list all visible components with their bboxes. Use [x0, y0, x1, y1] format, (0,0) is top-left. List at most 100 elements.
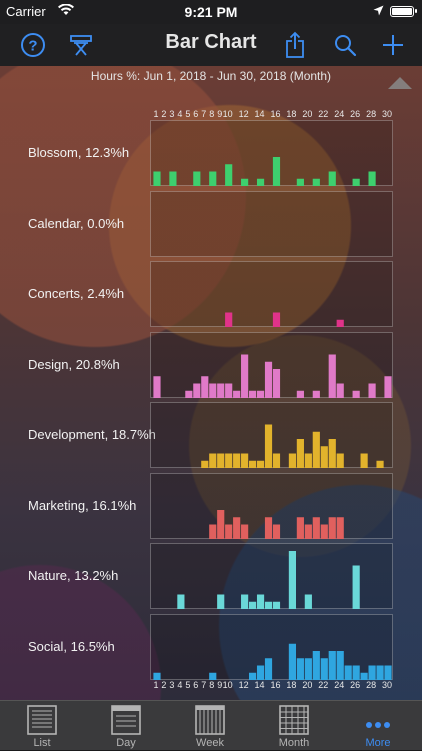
x-tick-label: 4	[177, 680, 183, 690]
bar	[312, 650, 320, 680]
bar	[241, 594, 249, 609]
tab-more[interactable]: More	[336, 701, 420, 751]
search-button[interactable]	[330, 30, 360, 60]
x-tick-label: 24	[334, 680, 345, 690]
series-bars	[151, 192, 394, 258]
x-tick-label: 3	[169, 109, 175, 119]
x-tick-label: 24	[334, 109, 345, 119]
x-tick-label: 1	[153, 680, 159, 690]
series-panel[interactable]	[150, 472, 393, 539]
more-dots-icon	[366, 722, 390, 728]
bar	[352, 390, 360, 398]
x-tick-label: 18	[286, 680, 297, 690]
bar	[296, 657, 304, 680]
month-calendar-icon	[279, 705, 309, 735]
clock: 9:21 PM	[184, 4, 238, 20]
week-calendar-icon	[195, 705, 225, 735]
bar	[376, 665, 384, 680]
bar	[249, 390, 257, 398]
bar	[312, 516, 320, 539]
location-arrow-icon	[373, 5, 384, 16]
bar	[264, 516, 273, 539]
series-panel[interactable]	[150, 120, 393, 186]
bar	[368, 383, 376, 398]
bar	[360, 453, 368, 468]
bar	[153, 375, 161, 398]
series-panel[interactable]	[150, 190, 394, 258]
bar	[272, 368, 281, 398]
bar	[264, 424, 273, 468]
bar	[272, 601, 281, 609]
x-tick-label: 1	[153, 109, 159, 119]
page-title: Bar Chart	[165, 31, 257, 53]
bar	[312, 390, 320, 398]
bar	[272, 453, 281, 468]
share-button[interactable]	[280, 30, 310, 60]
bar	[241, 453, 249, 468]
series-panel[interactable]	[150, 331, 393, 398]
bar	[368, 665, 376, 680]
share-icon	[286, 31, 304, 58]
filter-button[interactable]	[66, 30, 96, 60]
x-tick-label: 20	[302, 109, 313, 119]
bar	[264, 361, 273, 398]
bar	[336, 319, 344, 327]
bar	[296, 516, 304, 539]
tab-day[interactable]: Day	[84, 701, 168, 751]
tab-label: Month	[278, 737, 310, 749]
bar	[193, 171, 201, 186]
date-range-title: Hours %: Jun 1, 2018 - Jun 30, 2018 (Mon…	[90, 69, 332, 83]
series-bars	[153, 354, 392, 398]
bar	[153, 171, 161, 186]
bar	[328, 354, 336, 398]
bar	[352, 665, 360, 680]
bar	[328, 650, 336, 680]
series-bars	[209, 509, 344, 539]
series-panel[interactable]	[150, 402, 393, 468]
tab-label: Week	[196, 737, 224, 749]
tab-list[interactable]: List	[0, 701, 84, 751]
bar	[304, 453, 312, 468]
x-tick-label: 10	[222, 109, 233, 119]
bar	[384, 375, 392, 398]
tab-week[interactable]: Week	[168, 701, 252, 751]
x-tick-label: 7	[201, 109, 207, 119]
wifi-icon	[58, 4, 74, 15]
x-axis-ticks-bottom: 1 2 3 4 5 6 7 8 9 10 12 14 16 18 20 22 24 26 28 30	[150, 680, 394, 692]
x-tick-label: 22	[318, 680, 329, 690]
x-tick-label: 20	[302, 680, 313, 690]
help-button[interactable]: ?	[18, 30, 48, 60]
bar	[368, 171, 376, 186]
bar	[217, 453, 225, 468]
tab-month[interactable]: Month	[252, 701, 336, 751]
x-tick-label: 9	[217, 109, 223, 119]
x-tick-label: 8	[209, 680, 215, 690]
tab-label: List	[33, 737, 51, 749]
chart-area[interactable]: Hours %: Jun 1, 2018 - Jun 30, 2018 (Mon…	[0, 66, 422, 700]
x-tick-label: 14	[254, 680, 265, 690]
bar	[296, 439, 304, 468]
series-label: Calendar, 0.0%h	[28, 215, 125, 231]
bar	[256, 390, 265, 398]
bar	[304, 594, 312, 609]
series-panel[interactable]	[150, 543, 393, 609]
bar	[249, 460, 257, 468]
list-icon	[27, 705, 57, 735]
svg-text:?: ?	[28, 38, 37, 55]
series-label: Blossom, 12.3%h	[28, 145, 130, 160]
series-panel[interactable]	[150, 261, 393, 327]
x-tick-label: 3	[169, 680, 175, 690]
bar	[376, 460, 384, 468]
bar	[264, 601, 273, 609]
bar	[217, 383, 225, 398]
bar	[201, 375, 209, 398]
x-tick-label: 5	[185, 109, 191, 119]
bar	[256, 178, 265, 186]
bar	[304, 524, 312, 539]
series-label: Concerts, 2.4%h	[28, 286, 125, 301]
collapse-triangle-icon[interactable]	[386, 74, 414, 92]
add-button[interactable]	[378, 30, 408, 60]
bar	[320, 446, 328, 468]
bar	[264, 657, 273, 680]
series-panel[interactable]	[150, 613, 393, 680]
